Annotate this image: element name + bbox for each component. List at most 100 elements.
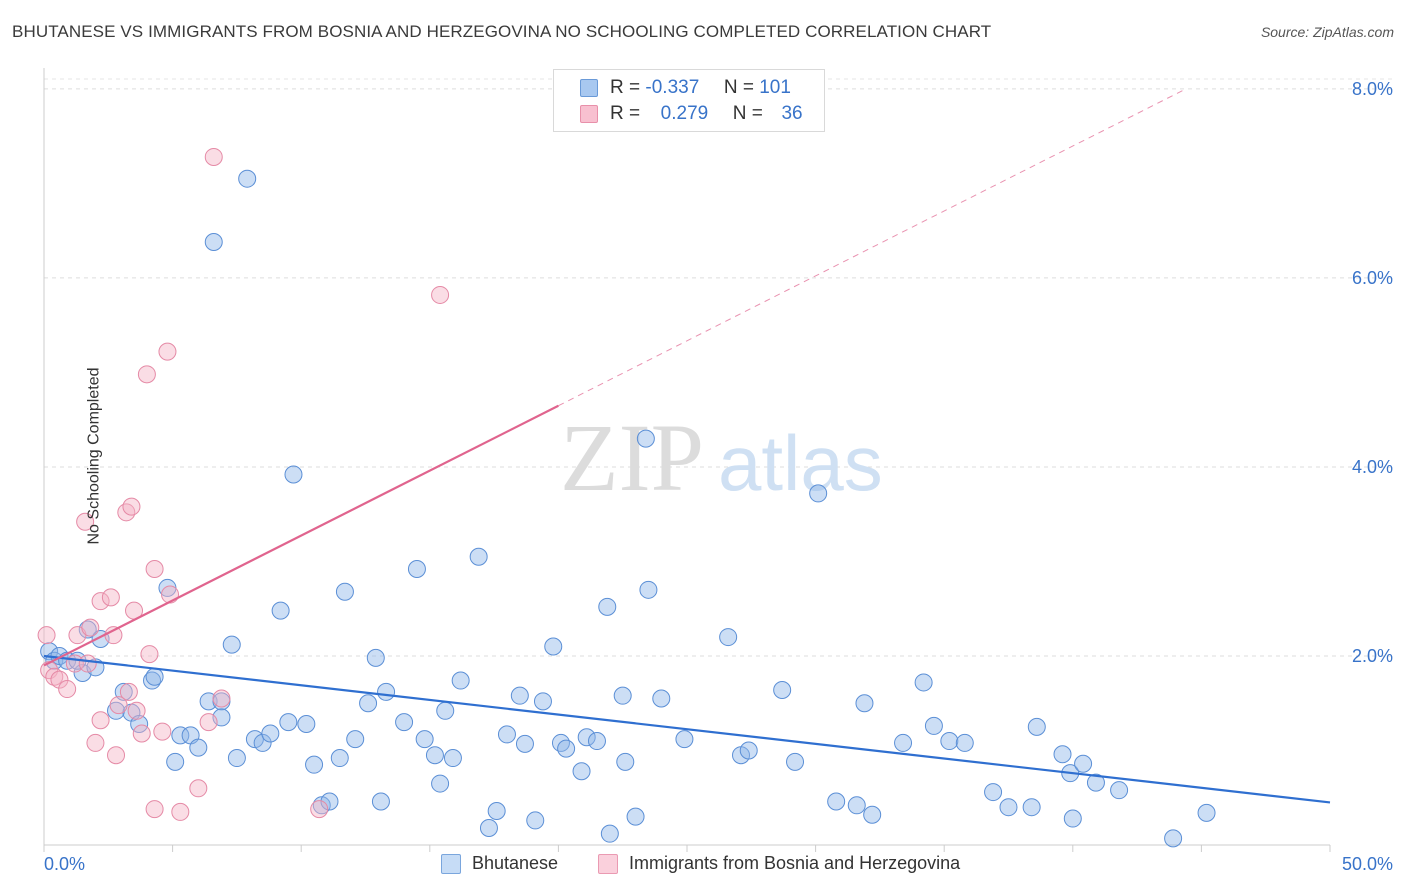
point-bhutanese bbox=[626, 807, 645, 826]
point-bhutanese bbox=[572, 762, 591, 781]
point-bhutanese bbox=[407, 560, 426, 579]
point-bhutanese bbox=[366, 648, 385, 667]
point-bosnia bbox=[45, 667, 64, 686]
point-bosnia bbox=[117, 503, 136, 522]
point-bhutanese bbox=[955, 733, 974, 752]
point-bhutanese bbox=[395, 713, 414, 732]
point-bhutanese bbox=[786, 752, 805, 771]
point-bhutanese bbox=[1197, 803, 1216, 822]
point-bhutanese bbox=[863, 805, 882, 824]
point-bosnia bbox=[161, 585, 180, 604]
point-bhutanese bbox=[320, 792, 339, 811]
point-bhutanese bbox=[587, 732, 606, 751]
point-bhutanese bbox=[894, 733, 913, 752]
point-bosnia bbox=[140, 645, 159, 664]
point-bosnia bbox=[212, 689, 231, 708]
legend-swatch-bosnia bbox=[580, 105, 598, 123]
point-bosnia bbox=[78, 654, 97, 673]
point-bhutanese bbox=[809, 484, 828, 503]
watermark: ZIP atlas bbox=[560, 404, 883, 511]
point-bhutanese bbox=[145, 667, 164, 686]
point-bhutanese bbox=[598, 597, 617, 616]
point-bosnia bbox=[109, 696, 128, 715]
point-bhutanese bbox=[1027, 717, 1046, 736]
point-bhutanese bbox=[227, 749, 246, 768]
point-bhutanese bbox=[284, 465, 303, 484]
watermark-atlas: atlas bbox=[718, 419, 883, 507]
point-bosnia bbox=[199, 713, 218, 732]
point-bhutanese bbox=[847, 796, 866, 815]
point-bhutanese bbox=[855, 694, 874, 713]
legend-r-value: 0.279 bbox=[660, 103, 709, 124]
x-tick-label: 50.0% bbox=[1342, 854, 1393, 874]
point-bosnia bbox=[91, 711, 110, 730]
trend-lines bbox=[43, 88, 1331, 804]
point-bhutanese bbox=[222, 635, 241, 654]
legend-swatch-bosnia bbox=[598, 854, 618, 874]
point-bhutanese bbox=[533, 692, 552, 711]
y-tick-label: 4.0% bbox=[1352, 457, 1393, 477]
point-bosnia bbox=[204, 147, 223, 166]
point-bhutanese bbox=[436, 701, 455, 720]
point-bhutanese bbox=[940, 732, 959, 751]
trend-line-bosnia-extrapolated bbox=[558, 88, 1187, 407]
point-bhutanese bbox=[487, 801, 506, 820]
point-bosnia bbox=[310, 800, 329, 819]
point-bhutanese bbox=[652, 689, 671, 708]
y-axis-label: No Schooling Completed bbox=[85, 367, 103, 545]
y-tick-label: 2.0% bbox=[1352, 646, 1393, 666]
point-bhutanese bbox=[359, 694, 378, 713]
series-legend: Bhutanese Immigrants from Bosnia and Her… bbox=[0, 852, 1406, 878]
point-bhutanese bbox=[271, 601, 290, 620]
point-bhutanese bbox=[371, 792, 390, 811]
legend-n-label: N = bbox=[723, 77, 754, 98]
point-bosnia bbox=[76, 512, 95, 531]
point-bhutanese bbox=[616, 752, 635, 771]
point-bhutanese bbox=[984, 783, 1003, 802]
point-bhutanese bbox=[171, 726, 190, 745]
point-bhutanese bbox=[279, 713, 298, 732]
chart-title: BHUTANESE VS IMMIGRANTS FROM BOSNIA AND … bbox=[12, 22, 992, 41]
point-bhutanese bbox=[577, 728, 596, 747]
point-bhutanese bbox=[261, 724, 280, 743]
point-bosnia bbox=[86, 733, 105, 752]
point-bhutanese bbox=[415, 730, 434, 749]
point-bosnia bbox=[431, 285, 450, 304]
point-bosnia bbox=[153, 722, 172, 741]
point-bhutanese bbox=[1022, 798, 1041, 817]
point-bhutanese bbox=[1086, 773, 1105, 792]
point-bosnia bbox=[119, 682, 138, 701]
legend-row-bhutanese: R = -0.337 N = 101 bbox=[554, 75, 824, 101]
point-bhutanese bbox=[451, 671, 470, 690]
point-bhutanese bbox=[238, 169, 257, 188]
point-bhutanese bbox=[914, 673, 933, 692]
point-bhutanese bbox=[469, 547, 488, 566]
point-bhutanese bbox=[639, 580, 658, 599]
point-bhutanese bbox=[1063, 809, 1082, 828]
point-bhutanese bbox=[600, 824, 619, 843]
point-bosnia bbox=[58, 680, 77, 699]
x-tick-label: 0.0% bbox=[44, 854, 85, 874]
point-bhutanese bbox=[999, 798, 1018, 817]
point-bhutanese bbox=[204, 233, 223, 252]
point-bhutanese bbox=[497, 725, 516, 744]
point-bosnia bbox=[50, 670, 69, 689]
point-bhutanese bbox=[1053, 745, 1072, 764]
point-bosnia bbox=[101, 588, 120, 607]
point-bosnia bbox=[171, 802, 190, 821]
point-bhutanese bbox=[189, 738, 208, 757]
point-bhutanese bbox=[1074, 754, 1093, 773]
point-bhutanese bbox=[297, 715, 316, 734]
source-credit: Source: ZipAtlas.com bbox=[1260, 24, 1394, 40]
point-bhutanese bbox=[431, 774, 450, 793]
point-bhutanese bbox=[78, 620, 97, 639]
legend-row-bosnia: R = 0.279 N = 36 bbox=[554, 101, 824, 127]
legend-r-label: R = bbox=[610, 77, 641, 98]
trend-line-bosnia bbox=[43, 404, 559, 667]
point-bhutanese bbox=[335, 582, 354, 601]
legend-swatch-bhutanese bbox=[441, 854, 461, 874]
point-bhutanese bbox=[526, 811, 545, 830]
point-bhutanese bbox=[827, 792, 846, 811]
point-bhutanese bbox=[305, 755, 324, 774]
